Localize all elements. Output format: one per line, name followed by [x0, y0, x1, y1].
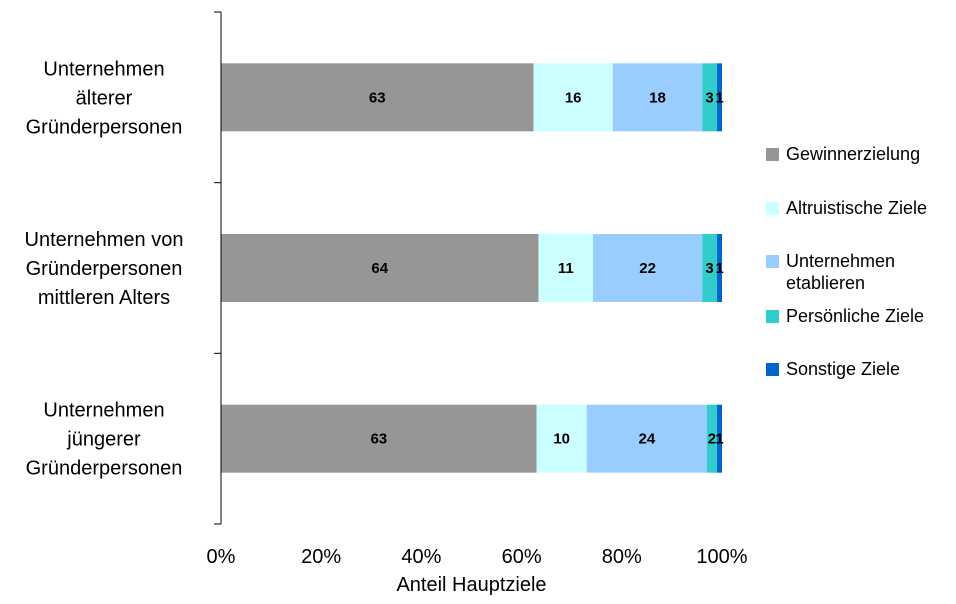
x-tick-label-0: 0% — [207, 546, 236, 568]
data-label-3-1: 63 — [370, 431, 387, 448]
data-label-2-2: 11 — [558, 260, 574, 277]
legend-swatch-3 — [766, 255, 779, 268]
legend-swatch-1 — [766, 148, 779, 161]
bar-segment-1-2 — [533, 63, 613, 132]
data-label-2-1: 64 — [371, 260, 388, 277]
legend-swatch-4 — [766, 310, 779, 323]
data-label-1-1: 63 — [369, 89, 386, 106]
data-label-2-4: 3 — [705, 260, 713, 277]
bar-segment-2-3 — [593, 234, 703, 302]
bar-segment-2-1 — [221, 234, 539, 302]
category-label-3: Unternehmen jüngerer Gründerpersonen — [26, 400, 183, 480]
bar-segment-1-4 — [702, 63, 718, 132]
data-label-3-5: 1 — [715, 431, 723, 448]
bar-segment-3-3 — [586, 404, 707, 473]
bar-segment-1-5 — [717, 63, 722, 132]
x-tick-label-1: 20% — [301, 546, 341, 568]
x-tick-label-4: 80% — [602, 546, 642, 568]
axes-layer — [214, 11, 222, 525]
bar-segment-2-2 — [538, 234, 594, 302]
legend-label-5: Sonstige Ziele — [786, 359, 900, 379]
bar-segment-3-4 — [706, 404, 717, 473]
data-label-2-3: 22 — [639, 260, 656, 277]
bar-segment-3-1 — [221, 404, 537, 473]
legend-label-4: Persönliche Ziele — [786, 306, 924, 326]
bar-segment-3-5 — [716, 404, 722, 473]
legend-label-2: Altruistische Ziele — [786, 198, 927, 218]
bar-segment-2-4 — [702, 234, 718, 302]
legend-swatch-2 — [766, 202, 779, 215]
legend: Gewinnerzielung Altruistische Ziele Untern… — [766, 144, 927, 379]
legend-swatch-5 — [766, 363, 779, 376]
x-tick-label-3: 60% — [502, 546, 542, 568]
category-label-2: Unternehmen von Gründerpersonen mittleren … — [25, 229, 184, 309]
x-tick-label-5: 100% — [696, 546, 747, 568]
data-label-3-3: 24 — [639, 431, 656, 448]
bar-segment-1-1 — [221, 63, 534, 132]
legend-label-1: Gewinnerzielung — [786, 144, 920, 164]
data-label-1-5: 1 — [715, 89, 723, 106]
data-label-1-2: 16 — [565, 89, 582, 106]
x-tick-label-2: 40% — [401, 546, 441, 568]
data-label-3-2: 10 — [553, 431, 570, 448]
bar-segment-2-5 — [717, 234, 722, 302]
bar-segment-3-2 — [536, 404, 587, 473]
category-label-1: Unternehmen älterer Gründerpersonen — [26, 58, 183, 138]
data-label-1-4: 3 — [705, 89, 713, 106]
data-label-1-3: 18 — [649, 89, 666, 106]
legend-label-3: Unternehmen etablieren — [786, 251, 895, 293]
bars-layer — [221, 63, 722, 473]
data-label-3-4: 2 — [708, 431, 716, 448]
x-axis-title: Anteil Hauptziele — [396, 574, 546, 596]
bar-segment-1-3 — [612, 63, 703, 132]
data-label-2-5: 1 — [715, 260, 723, 277]
